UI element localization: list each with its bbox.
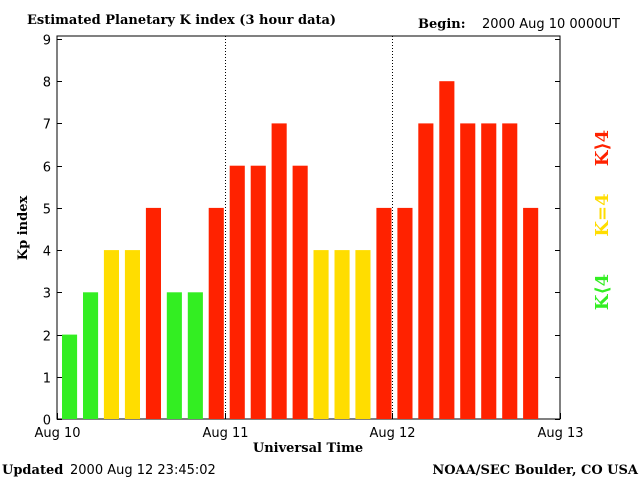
kp-bar-9 [250, 165, 266, 419]
x-axis-ticks: Aug 10 Aug 11 Aug 12 Aug 13 [34, 413, 584, 441]
kp-bar-16 [397, 207, 413, 419]
y-tick-label-8: 8 [43, 76, 51, 91]
plot-frame [56, 35, 561, 420]
kp-bar-12 [313, 250, 329, 419]
source-credit: NOAA/SEC Boulder, CO USA [432, 463, 639, 478]
y-tick-label-5: 5 [43, 203, 51, 218]
y-tick-label-3: 3 [43, 287, 51, 302]
kp-bar-15 [376, 207, 392, 419]
kp-bar-21 [502, 123, 518, 420]
x-tick-label-0: Aug 10 [34, 426, 80, 441]
kp-bar-1 [83, 292, 99, 419]
y-tick-label-6: 6 [43, 161, 51, 176]
legend-high: K⟩4 [592, 130, 613, 166]
y-tick-label-0: 0 [43, 414, 51, 429]
y-tick-label-1: 1 [43, 372, 51, 387]
kp-bar-5 [166, 292, 182, 419]
kp-bar-0 [62, 334, 78, 419]
kp-bar-18 [439, 81, 455, 419]
kp-bar-20 [481, 123, 497, 420]
updated-label: Updated [2, 463, 63, 478]
kp-bar-3 [124, 250, 140, 419]
kp-bar-22 [523, 207, 539, 419]
kp-bar-8 [229, 165, 245, 419]
kp-bar-10 [271, 123, 287, 420]
y-axis-label: Kp index [16, 196, 31, 261]
chart-title: Estimated Planetary K index (3 hour data… [27, 13, 336, 28]
y-tick-label-9: 9 [43, 34, 51, 49]
y-axis-ticks: 0 1 2 3 4 5 6 7 8 9 [43, 34, 560, 429]
kp-bar-11 [292, 165, 308, 419]
kp-bar-17 [418, 123, 434, 420]
legend: K⟨4 K=4 K⟩4 [592, 130, 613, 310]
kp-bar-19 [460, 123, 476, 420]
x-tick-label-2: Aug 12 [369, 426, 415, 441]
kp-bar-13 [334, 250, 350, 419]
x-axis-label: Universal Time [253, 441, 363, 456]
bars-group [62, 81, 539, 420]
day-separators [225, 36, 393, 419]
kp-bar-6 [187, 292, 203, 419]
y-tick-label-2: 2 [43, 330, 51, 345]
kp-bar-7 [208, 207, 224, 419]
kp-bar-2 [103, 250, 119, 419]
begin-value: 2000 Aug 10 0000UT [482, 17, 620, 32]
legend-low: K⟨4 [592, 274, 613, 310]
x-tick-label-3: Aug 13 [537, 426, 583, 441]
begin-label: Begin: [418, 17, 466, 32]
y-tick-label-7: 7 [43, 118, 51, 133]
x-tick-label-1: Aug 11 [202, 426, 248, 441]
updated-value: 2000 Aug 12 23:45:02 [70, 463, 216, 478]
y-tick-label-4: 4 [43, 245, 51, 260]
kp-bar-4 [145, 207, 161, 419]
legend-moderate: K=4 [592, 193, 613, 236]
kp-bar-14 [355, 250, 371, 419]
